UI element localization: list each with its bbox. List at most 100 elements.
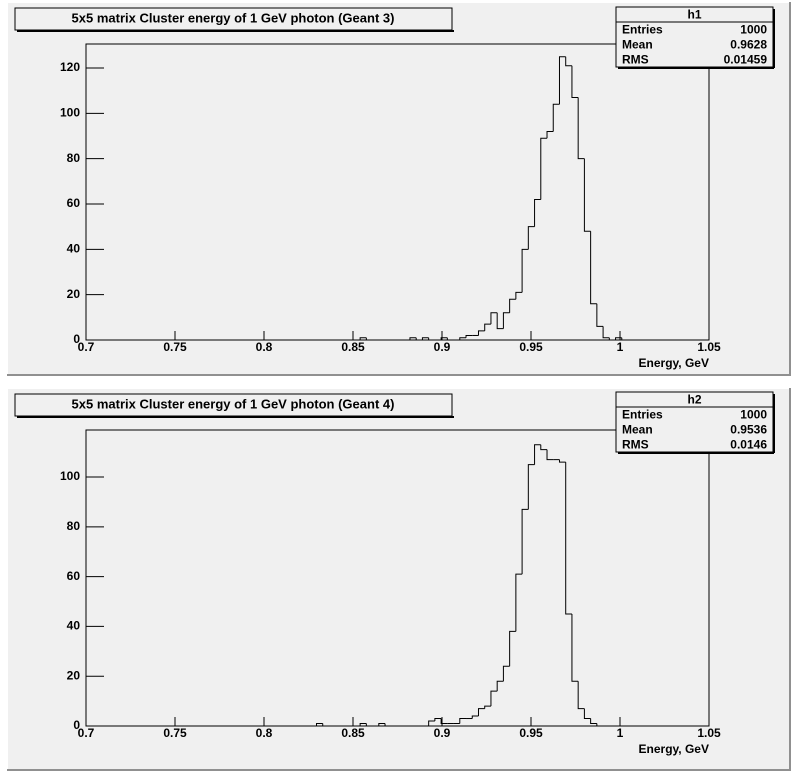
- x-tick-label: 0.95: [519, 340, 543, 354]
- histogram-bin: [583, 158, 591, 232]
- x-tick-label: 1.05: [697, 340, 721, 354]
- histogram-bin: [515, 573, 523, 632]
- histogram-bin: [484, 705, 491, 709]
- histogram-bin: [546, 449, 554, 461]
- histogram-bin: [365, 337, 373, 341]
- histogram-bin: [577, 681, 585, 710]
- pad: 0.7 0.75 0.8 0.85 0.9 0.95 1 1.05 0 20 40 60 80 100 En…: [6, 387, 791, 771]
- x-tick-label: 0.8: [256, 340, 273, 354]
- x-tick-label: 0.85: [341, 340, 365, 354]
- histogram-bin: [459, 718, 467, 724]
- histogram-bin: [440, 718, 448, 725]
- histogram-bin: [496, 312, 504, 330]
- stats-label: Mean: [622, 38, 653, 52]
- histogram-bin: [484, 323, 491, 331]
- stats-label: Entries: [622, 23, 663, 37]
- histogram-bin: [527, 464, 535, 510]
- histogram-bin: [596, 303, 604, 327]
- stats-value: 1000: [740, 23, 767, 37]
- stats-value: 1000: [740, 408, 767, 422]
- histogram-bin: [515, 291, 523, 300]
- histogram-bin: [534, 198, 541, 227]
- histogram-bin: [496, 680, 504, 692]
- stats-label: Mean: [622, 423, 653, 437]
- histogram-bin: [322, 723, 329, 727]
- histogram-bin: [509, 630, 516, 667]
- histogram-bin: [459, 337, 467, 340]
- y-tick-label: 20: [67, 668, 81, 682]
- x-tick-label: 0.8: [256, 726, 273, 740]
- stats-value: 0.01459: [724, 53, 768, 67]
- histogram-bin: [521, 508, 529, 575]
- stats-value: 0.0146: [730, 438, 767, 452]
- x-tick-label: 0.9: [434, 726, 451, 740]
- stats-value: 0.9628: [730, 38, 767, 52]
- stats-label: Entries: [622, 408, 663, 422]
- stats-box: [615, 6, 774, 68]
- histogram-bin: [446, 337, 454, 341]
- x-tick-label: 0.95: [519, 726, 543, 740]
- histogram-bin: [590, 718, 597, 725]
- stats-title: h1: [687, 8, 701, 22]
- y-tick-label: 40: [67, 242, 81, 256]
- histogram-bin: [365, 723, 373, 727]
- histogram-bin: [490, 312, 498, 325]
- histogram-bin: [546, 130, 554, 139]
- histogram-bin: [527, 226, 535, 250]
- x-tick-label: 1: [617, 340, 624, 354]
- histogram-bin: [540, 444, 548, 451]
- y-tick-label: 60: [67, 569, 81, 583]
- histogram-bin: [571, 613, 579, 682]
- x-tick-label: 1: [617, 726, 624, 740]
- histogram-bin: [471, 715, 479, 719]
- histogram-bin: [552, 103, 560, 132]
- histogram-bin: [565, 462, 572, 615]
- y-tick-label: 80: [67, 519, 81, 533]
- histogram-bin: [621, 337, 629, 341]
- histogram-bin: [428, 337, 435, 341]
- x-tick-label: 0.85: [341, 726, 365, 740]
- histogram-bin: [384, 723, 392, 727]
- y-tick-label: 40: [67, 619, 81, 633]
- chart-title: 5x5 matrix Cluster energy of 1 GeV photo…: [72, 10, 395, 25]
- histogram-bin: [615, 337, 622, 340]
- histogram-bin: [583, 708, 591, 720]
- x-tick-label: 0.7: [78, 726, 95, 740]
- y-tick-label: 0: [73, 718, 80, 732]
- histogram-bin: [571, 65, 579, 98]
- pad-border-dark: [7, 2, 791, 376]
- chart-title: 5x5 matrix Cluster energy of 1 GeV photo…: [72, 396, 395, 411]
- y-tick-label: 80: [67, 151, 81, 165]
- histogram-bin: [596, 723, 604, 727]
- histogram-bin: [428, 720, 435, 726]
- histogram-bin: [440, 337, 448, 340]
- histogram-bin: [477, 330, 485, 336]
- histogram-bin: [465, 334, 473, 338]
- histogram-bin: [477, 708, 485, 717]
- y-tick-label: 60: [67, 196, 81, 210]
- histogram-bin: [565, 56, 572, 67]
- x-tick-label: 0.75: [163, 340, 187, 354]
- pad-border-light: [6, 1, 790, 375]
- histogram-bin: [316, 723, 323, 726]
- histogram-bin: [558, 459, 566, 463]
- stats-box: [615, 391, 774, 453]
- y-tick-label: 120: [60, 60, 80, 74]
- histogram-bin: [421, 337, 429, 340]
- histogram-bin: [502, 665, 510, 682]
- y-tick-label: 100: [60, 106, 80, 120]
- x-tick-label: 0.9: [434, 340, 451, 354]
- histogram-bin: [590, 231, 597, 305]
- stats-title: h2: [687, 393, 701, 407]
- histogram-bin: [534, 444, 541, 465]
- histogram-bin: [540, 137, 548, 200]
- stats-label: RMS: [622, 438, 649, 452]
- pad-border-dark: [7, 388, 791, 771]
- histogram-bin: [490, 690, 498, 707]
- histogram-bin: [434, 718, 442, 722]
- histogram-bin: [359, 723, 367, 726]
- y-tick-label: 20: [67, 287, 81, 301]
- histogram-bin: [558, 56, 566, 105]
- x-axis-label: Energy, GeV: [639, 742, 709, 756]
